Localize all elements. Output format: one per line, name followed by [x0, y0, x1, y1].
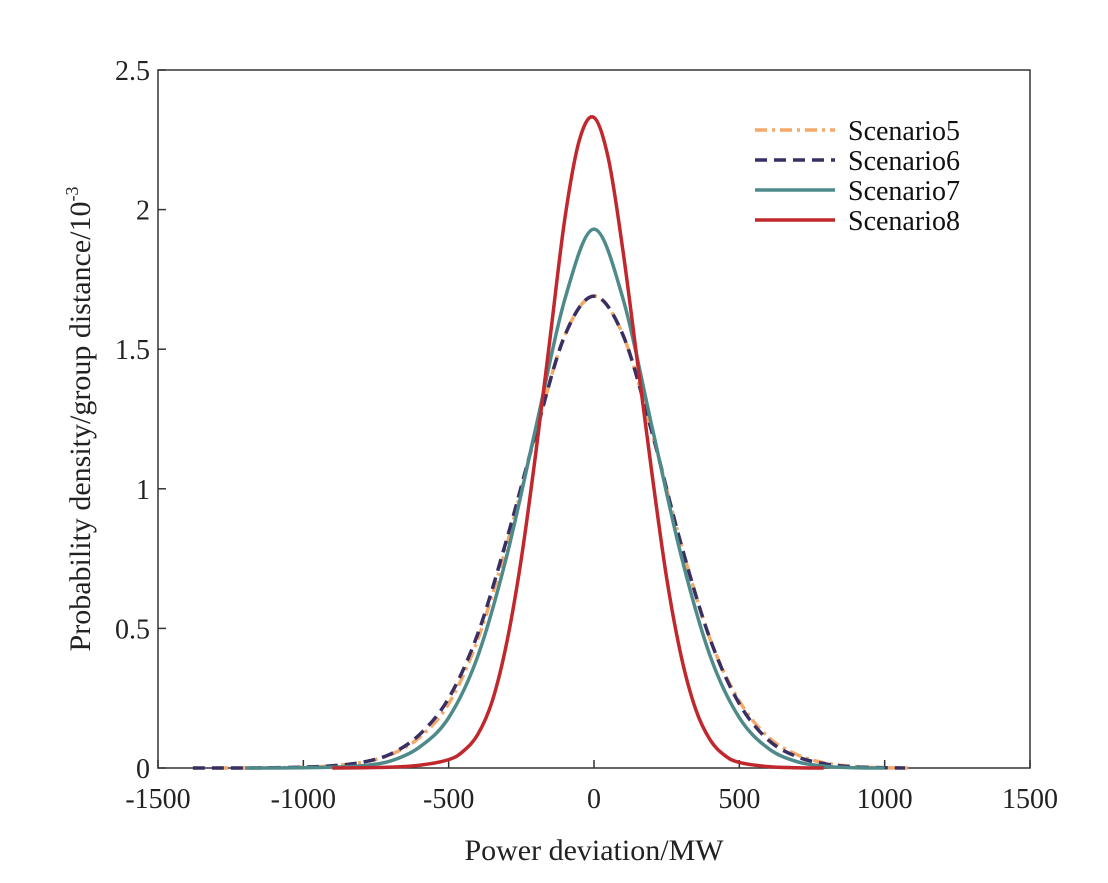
y-tick-label: 1 [136, 475, 150, 506]
x-tick-label: -1000 [271, 784, 336, 815]
x-tick-label: 1500 [1002, 784, 1058, 815]
y-tick-label: 1.5 [115, 335, 150, 366]
y-axis-title: Probability density/group distance/10-3 [62, 187, 97, 652]
series-line-scenario7 [245, 227, 885, 770]
legend-label-scenario5: Scenario5 [848, 116, 960, 147]
y-tick-label: 0.5 [115, 614, 150, 645]
x-tick-label: 1000 [857, 784, 913, 815]
legend-label-scenario7: Scenario7 [848, 176, 960, 207]
y-axis-title-main: Probability density/group distance/10 [64, 202, 97, 652]
y-axis-title-exponent: -3 [62, 187, 82, 202]
x-axis-title: Power deviation/MW [464, 834, 724, 867]
x-tick-label: 500 [718, 784, 760, 815]
series-line-scenario5 [216, 294, 908, 770]
series-line-scenario8 [332, 115, 824, 770]
x-tick-label: -1500 [125, 784, 190, 815]
legend-label-scenario6: Scenario6 [848, 146, 960, 177]
x-ticks: -1500 -1000 -500 0 500 1000 1500 [125, 760, 1058, 815]
y-tick-label: 0 [136, 754, 150, 785]
legend-label-scenario8: Scenario8 [848, 206, 960, 237]
series-lines [192, 115, 908, 770]
y-tick-label: 2 [136, 196, 150, 227]
y-ticks: 0 0.5 1 1.5 2 2.5 [115, 56, 166, 785]
x-tick-label: -500 [423, 784, 474, 815]
y-tick-label: 2.5 [115, 56, 150, 87]
x-tick-label: 0 [587, 784, 601, 815]
